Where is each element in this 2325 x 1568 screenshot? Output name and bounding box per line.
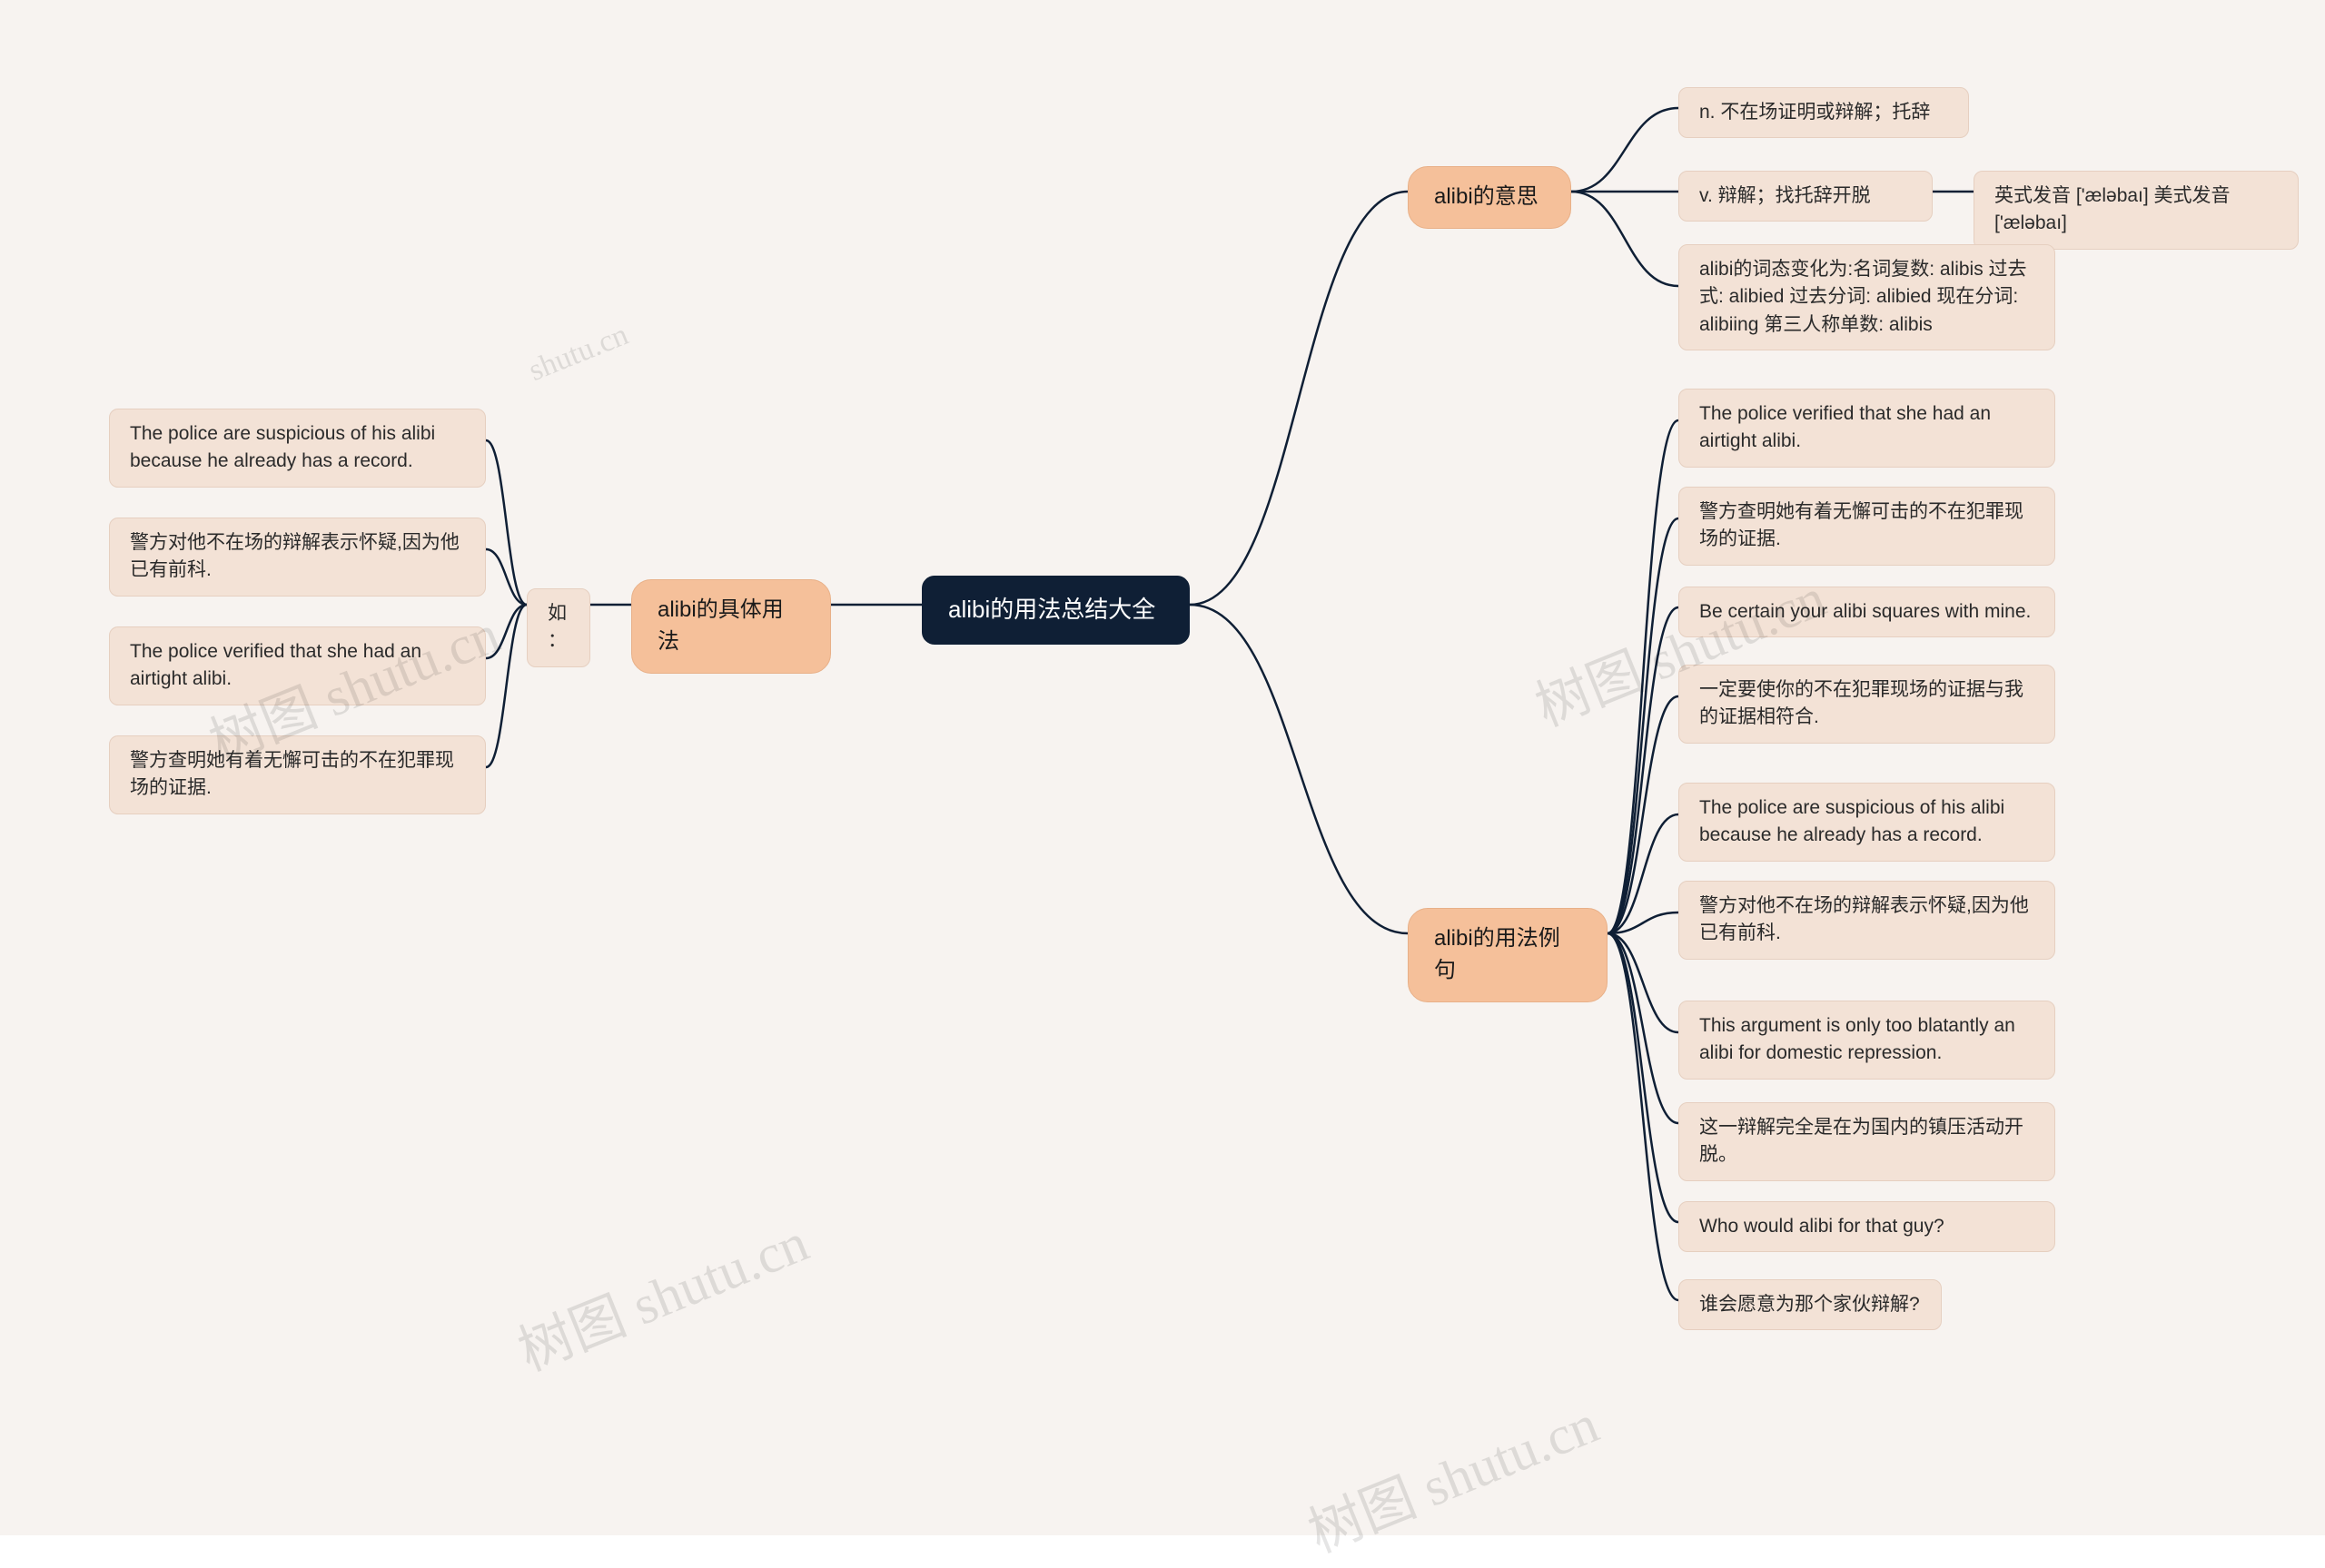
node-root[interactable]: alibi的用法总结大全 [922, 576, 1190, 645]
node-meaning[interactable]: alibi的意思 [1408, 166, 1571, 229]
node-u1[interactable]: The police are suspicious of his alibi b… [109, 409, 486, 488]
node-e1[interactable]: The police verified that she had an airt… [1678, 389, 2055, 468]
mindmap-canvas: alibi的用法总结大全 alibi的意思 n. 不在场证明或辩解；托辞 v. 辩解；… [0, 0, 2325, 1535]
watermark: 树图 shutu.cn [1295, 1380, 1608, 1568]
watermark: shutu.cn [524, 318, 633, 389]
node-m3[interactable]: alibi的词态变化为:名词复数: alibis 过去式: alibied 过去… [1678, 244, 2055, 350]
node-ru[interactable]: 如： [527, 588, 590, 667]
node-examples[interactable]: alibi的用法例句 [1408, 908, 1608, 1002]
node-u3[interactable]: The police verified that she had an airt… [109, 626, 486, 705]
node-u2[interactable]: 警方对他不在场的辩解表示怀疑,因为他已有前科. [109, 518, 486, 597]
node-u4[interactable]: 警方查明她有着无懈可击的不在犯罪现场的证据. [109, 735, 486, 814]
node-m2[interactable]: v. 辩解；找托辞开脱 [1678, 171, 1933, 222]
node-e9[interactable]: Who would alibi for that guy? [1678, 1201, 2055, 1252]
node-e10[interactable]: 谁会愿意为那个家伙辩解? [1678, 1279, 1942, 1330]
node-e2[interactable]: 警方查明她有着无懈可击的不在犯罪现场的证据. [1678, 487, 2055, 566]
node-e5[interactable]: The police are suspicious of his alibi b… [1678, 783, 2055, 862]
node-m1[interactable]: n. 不在场证明或辩解；托辞 [1678, 87, 1969, 138]
node-usage[interactable]: alibi的具体用法 [631, 579, 831, 674]
node-e6[interactable]: 警方对他不在场的辩解表示怀疑,因为他已有前科. [1678, 881, 2055, 960]
node-e7[interactable]: This argument is only too blatantly an a… [1678, 1001, 2055, 1080]
node-e4[interactable]: 一定要使你的不在犯罪现场的证据与我的证据相符合. [1678, 665, 2055, 744]
node-m2a[interactable]: 英式发音 ['ælәbaı] 美式发音 ['ælәbaı] [1974, 171, 2299, 250]
node-e3[interactable]: Be certain your alibi squares with mine. [1678, 587, 2055, 637]
watermark: 树图 shutu.cn [505, 1198, 818, 1386]
node-e8[interactable]: 这一辩解完全是在为国内的镇压活动开脱。 [1678, 1102, 2055, 1181]
